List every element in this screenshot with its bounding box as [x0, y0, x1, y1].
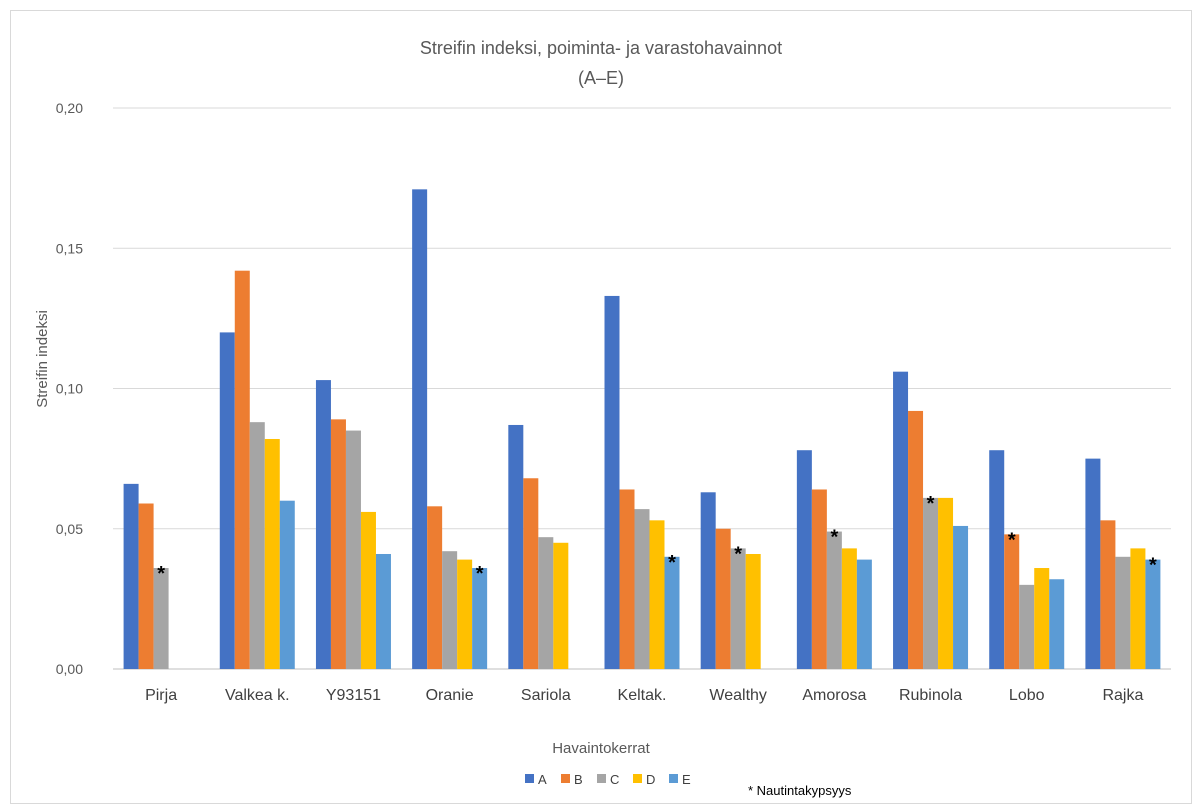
bar-rubinola-c — [923, 497, 939, 669]
x-tick-label: Amorosa — [802, 687, 866, 704]
star-marker: * — [927, 493, 935, 515]
bar-keltak-d — [649, 520, 665, 669]
bar-y93151-c — [345, 430, 361, 669]
bar-oranie-e — [472, 568, 488, 669]
x-tick-label: Valkea k. — [225, 687, 290, 704]
bar-valkea-k-e — [279, 500, 295, 669]
bar-valkea-k-c — [249, 422, 265, 669]
legend-label-d: D — [646, 772, 655, 787]
legend-swatch-c — [597, 774, 606, 783]
bar-amorosa-a — [796, 450, 812, 669]
bar-wealthy-a — [700, 492, 716, 669]
star-marker: * — [157, 563, 165, 585]
bar-keltak-c — [634, 509, 650, 669]
bar-sariola-a — [508, 424, 524, 669]
star-marker: * — [1008, 529, 1016, 551]
bar-y93151-e — [375, 553, 391, 669]
bar-sariola-b — [523, 478, 539, 669]
bar-y93151-b — [330, 419, 346, 669]
y-tick-label: 0,10 — [56, 381, 83, 397]
x-tick-label: Keltak. — [618, 687, 667, 704]
bar-rajka-a — [1085, 458, 1101, 669]
bar-lobo-a — [989, 450, 1005, 669]
bar-pirja-c — [153, 568, 169, 669]
bar-valkea-k-a — [219, 332, 235, 669]
bar-y93151-a — [315, 380, 331, 669]
legend-label-c: C — [610, 772, 619, 787]
star-marker: * — [830, 527, 838, 549]
bar-amorosa-b — [811, 489, 827, 669]
bar-rubinola-a — [893, 371, 909, 669]
y-tick-label: 0,20 — [56, 100, 83, 116]
chart-title: Streifin indeksi, poiminta- ja varastoha… — [420, 38, 782, 58]
legend-swatch-a — [525, 774, 534, 783]
bar-rubinola-d — [938, 497, 954, 669]
star-marker: * — [668, 552, 676, 574]
bar-rajka-b — [1100, 520, 1116, 669]
bar-rajka-c — [1115, 556, 1131, 669]
bar-valkea-k-d — [264, 438, 280, 669]
x-axis-categories: Pirja Valkea k. Y93151 Oranie Sariola Keltak.… — [145, 687, 1143, 704]
bar-wealthy-b — [715, 528, 731, 669]
star-marker: * — [1149, 555, 1157, 577]
x-tick-label: Rajka — [1102, 687, 1143, 704]
x-tick-label: Oranie — [426, 687, 474, 704]
bar-sariola-d — [553, 542, 569, 669]
star-markers: * * * * * * * * — [157, 493, 1157, 585]
bars — [123, 189, 1161, 669]
x-tick-label: Wealthy — [709, 687, 767, 704]
bar-pirja-a — [123, 483, 139, 669]
y-tick-label: 0,15 — [56, 240, 83, 256]
legend-swatch-e — [669, 774, 678, 783]
bar-valkea-k-b — [234, 270, 250, 669]
bar-oranie-d — [457, 559, 473, 669]
x-axis-title: Havaintokerrat — [552, 740, 650, 757]
bar-rajka-e — [1145, 559, 1161, 669]
bar-y93151-d — [360, 511, 376, 669]
bar-keltak-a — [604, 295, 620, 669]
bar-wealthy-d — [745, 553, 761, 669]
bar-lobo-d — [1034, 568, 1050, 669]
y-axis-title: Streifin indeksi — [34, 310, 51, 408]
x-tick-label: Rubinola — [899, 687, 962, 704]
legend-swatch-d — [633, 774, 642, 783]
x-tick-label: Lobo — [1009, 687, 1045, 704]
bar-sariola-c — [538, 537, 554, 669]
star-marker: * — [734, 543, 742, 565]
bar-lobo-e — [1049, 579, 1065, 669]
legend-label-b: B — [574, 772, 583, 787]
bar-rubinola-e — [953, 525, 969, 669]
bar-keltak-b — [619, 489, 635, 669]
bar-rajka-d — [1130, 548, 1146, 669]
bar-rubinola-b — [908, 410, 924, 669]
bar-oranie-b — [427, 506, 443, 669]
x-tick-label: Pirja — [145, 687, 177, 704]
legend-label-e: E — [682, 772, 691, 787]
bar-pirja-b — [138, 503, 154, 669]
bar-oranie-a — [412, 189, 428, 669]
y-tick-label: 0,00 — [56, 661, 83, 677]
y-tick-label: 0,05 — [56, 521, 83, 537]
bar-amorosa-c — [826, 531, 842, 669]
bar-chart: 0,00 0,05 0,10 0,15 0,20 * * * * * * * * Pirja Valke… — [34, 38, 1171, 798]
y-axis-ticks: 0,00 0,05 0,10 0,15 0,20 — [56, 100, 83, 677]
bar-amorosa-e — [856, 559, 872, 669]
star-marker: * — [476, 563, 484, 585]
chart-subtitle: (A–E) — [578, 68, 624, 88]
legend-swatch-b — [561, 774, 570, 783]
bar-lobo-c — [1019, 584, 1035, 669]
bar-oranie-c — [442, 551, 458, 669]
legend-label-a: A — [538, 772, 547, 787]
x-tick-label: Y93151 — [326, 687, 381, 704]
bar-keltak-e — [664, 556, 680, 669]
bar-lobo-b — [1004, 534, 1020, 669]
chart-area: 0,00 0,05 0,10 0,15 0,20 * * * * * * * * Pirja Valke… — [10, 10, 1192, 804]
x-tick-label: Sariola — [521, 687, 571, 704]
star-annotation: * Nautintakypsyys — [748, 783, 852, 798]
bar-amorosa-d — [841, 548, 857, 669]
bar-wealthy-c — [730, 548, 746, 669]
legend: A B C D E — [525, 772, 691, 787]
